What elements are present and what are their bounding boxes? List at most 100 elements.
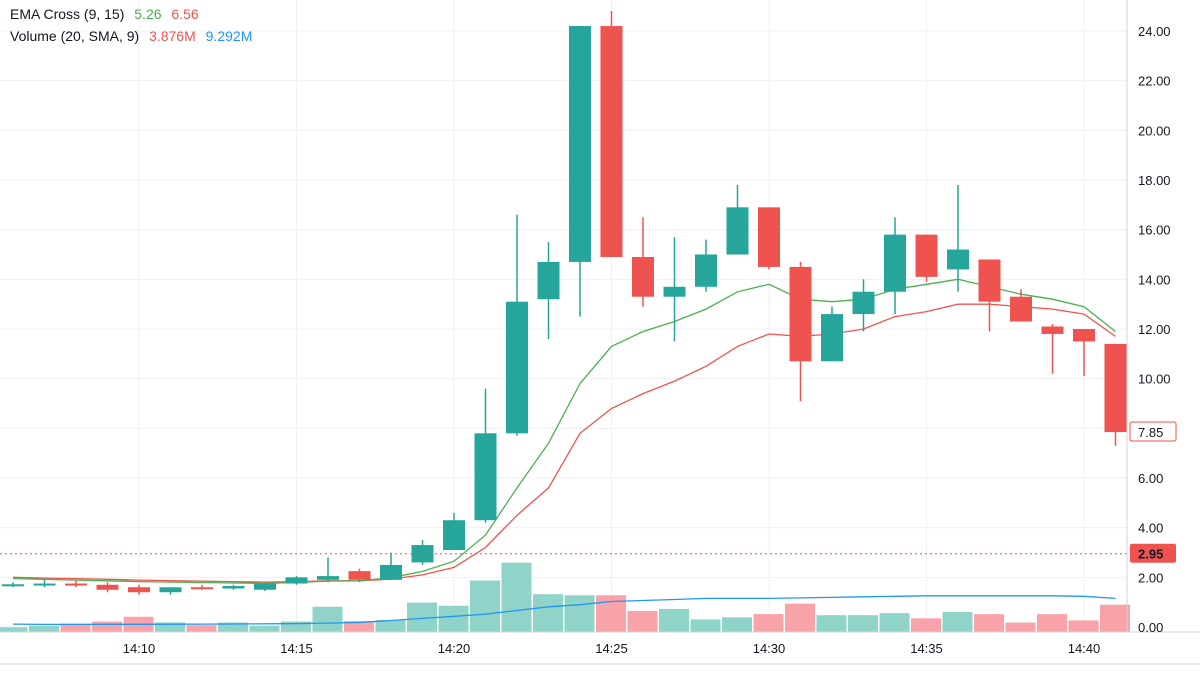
candle-body <box>947 249 969 270</box>
y-tick-label: 4.00 <box>1138 521 1163 536</box>
volume-bar <box>0 627 28 632</box>
candle-body <box>789 266 812 362</box>
candle-body <box>411 545 434 563</box>
plot-background <box>0 0 1127 632</box>
x-tick-label: 14:10 <box>123 641 156 656</box>
candle-body <box>2 584 24 587</box>
candle-body <box>285 577 308 584</box>
volume-bar <box>155 622 185 632</box>
candle-body <box>1010 296 1032 322</box>
candle-body <box>758 207 780 267</box>
volume-bar <box>911 618 941 632</box>
volume-sma-line <box>12 595 1116 626</box>
last-price-badge <box>1129 421 1177 442</box>
volume-bar <box>281 621 311 632</box>
candle-body <box>663 286 686 297</box>
candle-body <box>506 301 528 434</box>
candle-body <box>600 26 623 257</box>
volume-bar <box>29 625 59 632</box>
indicator-lines <box>12 278 1116 626</box>
y-tick-label: 20.00 <box>1138 123 1171 138</box>
y-tick-label: 2.00 <box>1138 570 1163 585</box>
volume-legend-label: Volume (20, SMA, 9) <box>10 28 140 44</box>
ema-slow-line <box>12 303 1116 583</box>
candle-body <box>726 207 749 255</box>
ema-legend[interactable]: EMA Cross (9, 15) 5.26 6.56 <box>10 6 205 22</box>
x-tick-label: 14:20 <box>438 641 471 656</box>
volume-bar <box>974 614 1004 632</box>
volume-bar <box>722 617 752 632</box>
candles[interactable] <box>2 11 1127 595</box>
ema-fast-line <box>12 278 1116 584</box>
time-axis[interactable]: 14:10 14:15 14:20 14:25 14:30 14:35 14:40 <box>123 641 1101 656</box>
y-tick-label: 6.00 <box>1138 471 1163 486</box>
candle-body <box>852 291 875 315</box>
volume-bar <box>92 621 122 632</box>
x-tick-label: 14:15 <box>280 641 313 656</box>
y-tick-label: 12.00 <box>1138 322 1171 337</box>
candle-body <box>1104 343 1127 433</box>
volume-bar <box>627 611 658 632</box>
volume-bar <box>312 606 343 632</box>
volume-bar <box>533 594 563 632</box>
y-tick-label: 14.00 <box>1138 272 1171 287</box>
candle-body <box>65 583 87 586</box>
ema-slow-value: 6.56 <box>171 6 199 22</box>
volume-bar <box>564 595 595 632</box>
y-tick-label: 0.00 <box>1138 620 1163 635</box>
candle-body <box>474 433 497 521</box>
candle-body <box>191 587 213 590</box>
candle-body <box>1073 329 1095 342</box>
volume-bar <box>186 625 217 632</box>
x-tick-label: 14:30 <box>753 641 786 656</box>
volume-bar <box>218 622 248 632</box>
volume-bar <box>249 625 280 632</box>
volume-bar <box>879 613 910 632</box>
volume-bar <box>1005 622 1036 632</box>
reference-price-label: 2.95 <box>1138 547 1163 562</box>
last-price-label: 7.85 <box>1138 425 1163 440</box>
ema-legend-label: EMA Cross (9, 15) <box>10 6 125 22</box>
candle-body <box>884 234 906 292</box>
volume-bar <box>1068 620 1099 632</box>
candle-body <box>978 259 1001 302</box>
y-tick-label: 16.00 <box>1138 223 1171 238</box>
volume-value: 3.876M <box>149 28 196 44</box>
volume-bar <box>659 608 689 632</box>
candle-body <box>128 587 150 593</box>
candle-body <box>915 234 938 277</box>
volume-bar <box>785 603 815 632</box>
candle-body <box>569 26 591 262</box>
volume-bar <box>848 615 878 632</box>
volume-sma-value: 9.292M <box>205 28 253 44</box>
volume-legend[interactable]: Volume (20, SMA, 9) 3.876M 9.292M <box>10 28 258 44</box>
x-tick-label: 14:25 <box>595 641 628 656</box>
y-tick-label: 24.00 <box>1138 24 1171 39</box>
volume-bar <box>753 614 784 632</box>
candle-body <box>632 256 654 297</box>
candle-body <box>1041 326 1064 334</box>
candle-body <box>695 254 717 287</box>
volume-bar <box>344 620 374 632</box>
x-tick-label: 14:35 <box>910 641 943 656</box>
y-tick-label: 22.00 <box>1138 74 1171 89</box>
volume-bar <box>816 615 847 632</box>
ema-fast-value: 5.26 <box>134 6 162 22</box>
price-axis[interactable]: 24.00 22.00 20.00 18.00 16.00 14.00 12.00 10.00… <box>1138 24 1171 635</box>
y-tick-label: 10.00 <box>1138 372 1171 387</box>
volume-bars <box>0 562 1130 632</box>
volume-bar <box>942 612 973 632</box>
candle-body <box>254 583 276 590</box>
y-tick-label: 18.00 <box>1138 173 1171 188</box>
price-badges: 7.85 2.95 <box>1129 421 1177 563</box>
candle-body <box>159 587 182 593</box>
x-tick-label: 14:40 <box>1068 641 1101 656</box>
volume-bar <box>1037 614 1067 632</box>
candle-body <box>317 576 339 580</box>
candle-body <box>443 520 465 551</box>
volume-bar <box>375 619 406 632</box>
candle-body <box>537 261 560 300</box>
volume-bar <box>501 562 532 632</box>
candle-body <box>821 314 843 362</box>
